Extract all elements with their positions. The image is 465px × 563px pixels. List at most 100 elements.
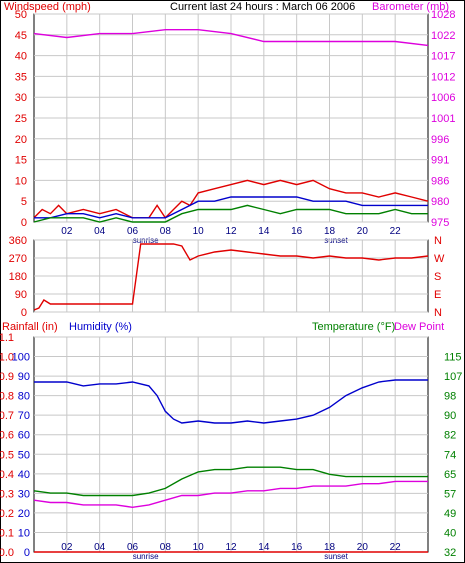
rht-sunrise-label: sunrise <box>133 552 159 561</box>
baro-tick-label: 986 <box>431 175 449 187</box>
humidity-tick-label: 60 <box>18 430 30 442</box>
wind-tick-label: 15 <box>15 155 27 167</box>
dir-compass-label: W <box>434 253 445 265</box>
humidity-tick-label: 40 <box>18 469 30 481</box>
dir-compass-label: N <box>434 235 442 247</box>
baro-tick-label: 980 <box>431 196 449 208</box>
baro-tick-label: 1017 <box>431 51 455 63</box>
dir-tick-label: 0 <box>21 307 27 319</box>
humidity-tick-label: 10 <box>18 527 30 539</box>
rain-tick-label: 0.6 <box>0 430 14 442</box>
baro-series-line <box>33 29 429 47</box>
temp-tick-label: 74 <box>444 449 456 461</box>
temp-tick-label: 115 <box>444 352 462 364</box>
wind-time-label: 10 <box>193 226 205 237</box>
wind-tick-label: 5 <box>21 196 27 208</box>
temp-tick-label: 82 <box>444 430 456 442</box>
baro-tick-label: 1028 <box>431 9 455 21</box>
dir-compass-label: N <box>434 307 442 319</box>
humidity-tick-label: 100 <box>12 352 30 364</box>
dew-series-line <box>33 480 428 509</box>
wind-tick-label: 40 <box>15 51 27 63</box>
wind-tick-label: 45 <box>15 30 27 42</box>
rain-tick-label: 0.3 <box>0 488 14 500</box>
rht-time-label: 22 <box>390 542 402 553</box>
rht-time-label: 20 <box>357 542 369 553</box>
wind_avg-series-line <box>34 196 428 219</box>
rht-time-label: 04 <box>94 542 106 553</box>
chart-title: Current last 24 hours : March 06 2006 <box>170 1 355 13</box>
baro-tick-label: 1012 <box>431 71 455 83</box>
rht-time-label: 18 <box>324 542 336 553</box>
wind_green-series-line <box>33 204 428 223</box>
wind-time-label: 18 <box>324 226 336 237</box>
wind-tick-label: 35 <box>15 71 27 83</box>
rain-tick-label: 0.5 <box>0 449 14 461</box>
wind-time-label: 14 <box>258 226 270 237</box>
humidity-tick-label: 30 <box>18 488 30 500</box>
temp-tick-label: 32 <box>444 547 456 559</box>
temp-tick-label: 57 <box>444 488 456 500</box>
humidity-tick-label: 20 <box>18 508 30 520</box>
dir-tick-label: 90 <box>15 289 27 301</box>
rht-sunset-label: sunset <box>324 552 348 561</box>
baro-axis-label: Barometer (mb) <box>372 1 449 13</box>
humidity-tick-label: 90 <box>18 371 30 383</box>
wind-tick-label: 25 <box>15 113 27 125</box>
wind-time-label: 02 <box>61 226 73 237</box>
humidity-axis-label: Humidity (%) <box>69 321 132 333</box>
rht-time-label: 10 <box>193 542 205 553</box>
temp-axis-label: Temperature (°F) <box>312 321 395 333</box>
temp-tick-label: 90 <box>444 410 456 422</box>
wind-tick-label: 0 <box>21 217 27 229</box>
temp-tick-label: 107 <box>444 371 462 383</box>
rht-time-label: 02 <box>61 542 73 553</box>
dir-compass-label: S <box>434 271 441 283</box>
rain-tick-label: 0.4 <box>0 469 14 481</box>
wind-axis-label: Windspeed (mph) <box>4 1 91 13</box>
baro-tick-label: 1006 <box>431 92 455 104</box>
rain-axis-label: Rainfall (in) <box>2 321 58 333</box>
wind-baro-panel: 0 5 10 15 20 25 30 35 40 45 50 975 980 986 991 996 1001 1… <box>15 9 456 245</box>
wind-time-label: 06 <box>127 226 139 237</box>
humidity-tick-label: 0 <box>24 547 30 559</box>
dir-tick-label: 270 <box>9 253 27 265</box>
dir-series-line <box>33 243 429 311</box>
baro-tick-label: 1001 <box>431 113 455 125</box>
wind-time-label: 12 <box>225 226 237 237</box>
wind-tick-label: 30 <box>15 92 27 104</box>
wind-tick-label: 20 <box>15 134 27 146</box>
humidity-tick-label: 80 <box>18 391 30 403</box>
rain-tick-label: 0.7 <box>0 410 14 422</box>
rain-tick-label: 0.1 <box>0 527 14 539</box>
rain-tick-label: 1.0 <box>0 352 14 364</box>
rht-time-label: 16 <box>291 542 303 553</box>
wind-time-label: 08 <box>160 226 172 237</box>
wind-time-label: 16 <box>291 226 303 237</box>
wind-time-label: 04 <box>94 226 106 237</box>
rain-tick-label: 1.1 <box>0 332 14 344</box>
rain-tick-label: 0.9 <box>0 371 14 383</box>
baro-tick-label: 975 <box>431 217 449 229</box>
dew-axis-label: Dew Point <box>394 321 444 333</box>
wind-tick-label: 50 <box>15 9 27 21</box>
temp-tick-label: 98 <box>444 391 456 403</box>
rht-time-label: 08 <box>160 542 172 553</box>
baro-tick-label: 996 <box>431 134 449 146</box>
humidity-series-line <box>34 379 428 424</box>
baro-tick-label: 1022 <box>431 30 455 42</box>
rht-time-label: 06 <box>127 542 139 553</box>
dir-tick-label: 180 <box>9 271 27 283</box>
dir-compass-label: E <box>434 289 441 301</box>
humidity-tick-label: 70 <box>18 410 30 422</box>
humidity-tick-label: 50 <box>18 449 30 461</box>
baro-tick-label: 991 <box>431 155 449 167</box>
wind-tick-label: 10 <box>15 175 27 187</box>
wind-time-label: 22 <box>390 226 402 237</box>
rht-time-label: 14 <box>258 542 270 553</box>
wind-time-label: 20 <box>357 226 369 237</box>
temp-tick-label: 49 <box>444 508 456 520</box>
rain-tick-label: 0.2 <box>0 508 14 520</box>
rain-tick-label: 0.0 <box>0 547 14 559</box>
